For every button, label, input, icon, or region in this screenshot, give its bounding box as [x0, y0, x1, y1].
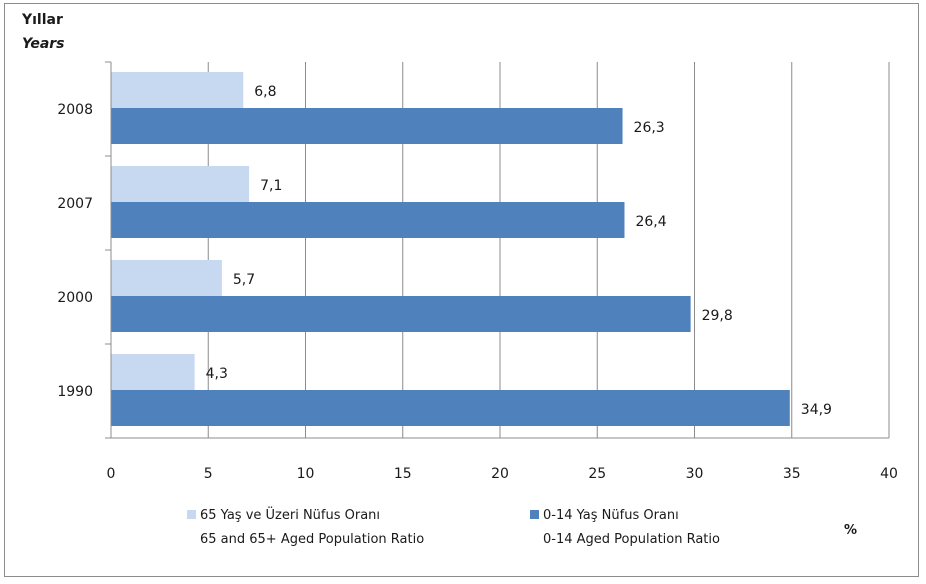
axes: 0 5 10 15 20 25 30 35 40 2008 2007 2000 1990	[57, 61, 898, 482]
data-label-2000-0-14: 29,8	[702, 308, 733, 324]
bar-1990-0-14	[111, 390, 790, 426]
bars	[111, 72, 790, 426]
x-tick-label-0: 0	[107, 466, 116, 482]
data-label-1990-0-14: 34,9	[801, 402, 832, 418]
bar-2000-65-plus	[111, 260, 222, 296]
bar-1990-65-plus	[111, 354, 195, 390]
x-tick-label-10: 10	[297, 466, 315, 482]
data-label-2000-65-plus: 5,7	[233, 272, 255, 288]
x-tick-label-40: 40	[880, 466, 898, 482]
y-tick-label-1990: 1990	[57, 384, 93, 400]
data-labels: 6,8 26,3 7,1 26,4 5,7 29,8 4,3 34,9	[206, 84, 832, 418]
x-axis-unit: %	[844, 523, 857, 538]
x-tick-label-30: 30	[686, 466, 704, 482]
bar-2008-65-plus	[111, 72, 244, 108]
bar-2000-0-14	[111, 296, 691, 332]
legend-swatch-0-14	[530, 510, 539, 519]
legend-label-0-14-en: 0-14 Aged Population Ratio	[543, 532, 720, 547]
y-tick-label-2007: 2007	[57, 196, 93, 212]
y-tick-label-2000: 2000	[57, 290, 93, 306]
y-tick-label-2008: 2008	[57, 102, 93, 118]
bar-2007-0-14	[111, 202, 625, 238]
y-axis-title-en: Years	[22, 36, 65, 52]
data-label-1990-65-plus: 4,3	[206, 366, 228, 382]
data-label-2007-65-plus: 7,1	[260, 178, 282, 194]
y-axis-title-tr: Yıllar	[21, 12, 63, 28]
legend-label-65-plus-tr: 65 Yaş ve Üzeri Nüfus Oranı	[200, 506, 380, 523]
data-label-2007-0-14: 26,4	[635, 214, 666, 230]
data-label-2008-0-14: 26,3	[634, 120, 665, 136]
x-tick-label-20: 20	[491, 466, 509, 482]
data-label-2008-65-plus: 6,8	[254, 84, 276, 100]
legend-label-65-plus-en: 65 and 65+ Aged Population Ratio	[200, 532, 424, 547]
x-tick-label-15: 15	[394, 466, 412, 482]
x-tick-label-5: 5	[204, 466, 213, 482]
x-tick-label-25: 25	[588, 466, 606, 482]
legend: 65 Yaş ve Üzeri Nüfus Oranı 65 and 65+ A…	[187, 506, 857, 547]
bar-2008-0-14	[111, 108, 623, 144]
legend-label-0-14-tr: 0-14 Yaş Nüfus Oranı	[543, 508, 679, 523]
x-tick-label-35: 35	[783, 466, 801, 482]
legend-swatch-65-plus	[187, 510, 196, 519]
bar-2007-65-plus	[111, 166, 250, 202]
